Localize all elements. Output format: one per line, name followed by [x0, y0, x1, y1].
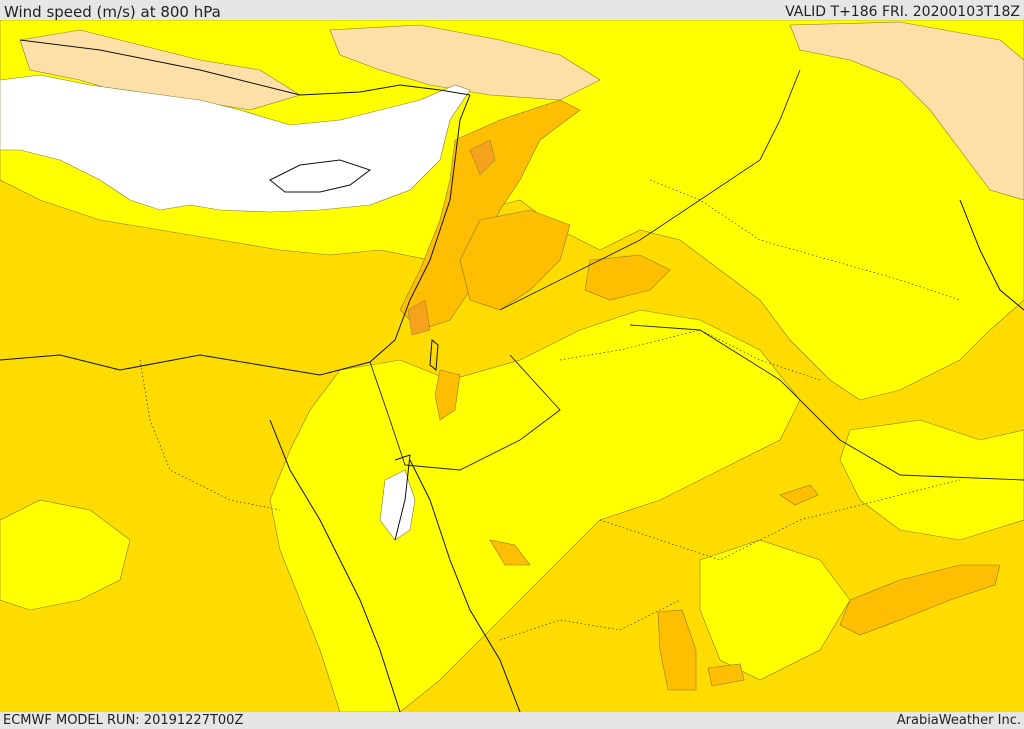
field-high-saudi-east: [839, 564, 1001, 636]
field-high-iraq: [584, 254, 671, 301]
credit: ArabiaWeather Inc.: [896, 713, 1021, 728]
valid-time: VALID T+186 FRI. 20200103T18Z: [785, 4, 1020, 20]
borders: [139, 179, 961, 641]
model-run: ECMWF MODEL RUN: 20191227T00Z: [3, 713, 244, 728]
header-bar: Wind speed (m/s) at 800 hPa VALID T+186 …: [0, 0, 1024, 21]
field-low-central: [269, 309, 801, 712]
field-high-syria: [459, 209, 571, 311]
field-high-patch-1: [779, 484, 819, 506]
field-low-east: [839, 419, 1024, 541]
field-high-patch-3: [489, 539, 531, 566]
coast-gulf-aqaba: [394, 454, 411, 541]
field-high-jordan: [434, 369, 461, 421]
field-high-saudi-south: [657, 609, 697, 691]
solid-borders: [369, 69, 1024, 481]
map-canvas: [0, 20, 1024, 712]
coast-red-sea-west: [269, 419, 401, 712]
field-calm-mediterranean: [0, 74, 471, 213]
field-light-anatolia: [19, 29, 301, 111]
wind-speed-map: [0, 20, 1024, 712]
border-line-3: [599, 479, 961, 561]
coastlines: [0, 39, 1024, 712]
border-iraq-saudi: [629, 324, 1024, 481]
field-high-patch-2: [707, 663, 745, 687]
border-syria-iraq: [499, 69, 801, 311]
coast-levant: [0, 94, 471, 376]
border-line-2: [559, 329, 821, 381]
field-light-northeast: [789, 21, 1024, 201]
border-egypt-israel: [369, 361, 406, 466]
footer-bar: ECMWF MODEL RUN: 20191227T00Z ArabiaWeat…: [0, 712, 1024, 729]
field-low-southeast: [699, 539, 851, 681]
coast-persian-gulf: [959, 199, 1024, 311]
coast-dead-sea: [429, 338, 439, 372]
field-strong-core-2: [407, 299, 431, 336]
coast-red-sea-east: [409, 459, 521, 712]
coast-cyprus: [269, 159, 372, 193]
border-line-1: [139, 359, 281, 511]
border-jordan-saudi: [404, 354, 561, 471]
coast-turkey: [19, 39, 471, 96]
border-line-4: [649, 179, 961, 301]
map-title: Wind speed (m/s) at 800 hPa: [4, 3, 221, 21]
field-strong-core-1: [469, 139, 496, 176]
field-low-southwest: [0, 499, 131, 611]
